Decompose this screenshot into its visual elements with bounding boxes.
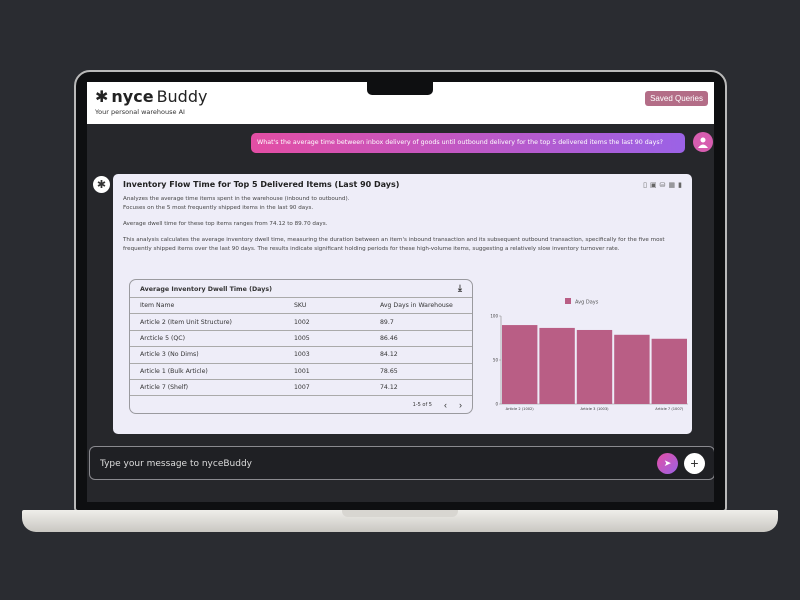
desc-analysis: This analysis calculates the average inv… — [123, 237, 665, 252]
bar — [614, 334, 650, 404]
cell: 1003 — [294, 351, 310, 359]
x-tick-label: Article 3 (1003) — [580, 407, 609, 411]
table-row: Article 3 (No Dims) 1003 84.12 — [130, 347, 472, 364]
cell: Article 1 (Bulk Article) — [140, 367, 208, 375]
table-row: Article 1 (Bulk Article) 1001 78.65 — [130, 364, 472, 380]
desc-range: Average dwell time for these top items r… — [123, 221, 328, 227]
base-groove — [342, 510, 458, 517]
user-avatar-icon — [693, 132, 713, 152]
download-icon[interactable]: ⤓ — [458, 284, 462, 294]
desc-line: Analyzes the average time items spent in… — [123, 196, 350, 202]
table-title: Average Inventory Dwell Time (Days) ⤓ — [130, 280, 472, 298]
table-header-row: Item Name SKU Avg Days in Warehouse — [130, 298, 472, 315]
response-description: Analyzes the average time items spent in… — [123, 195, 682, 254]
message-input[interactable] — [100, 455, 640, 473]
brand-bold: nyce — [111, 87, 154, 106]
bar — [502, 325, 538, 404]
response-toolbar: ▯ ▣ ⛁ ▦ ▮ — [643, 181, 682, 189]
col-header[interactable]: Avg Days in Warehouse — [380, 302, 453, 310]
avg-days-bar-chart: Avg Days 0 50 100 Article 2 (1002) Article 3 … — [490, 298, 688, 411]
cell: 86.46 — [380, 334, 398, 342]
dwell-time-table: Average Inventory Dwell Time (Days) ⤓ Ite… — [129, 279, 473, 414]
camera-notch — [367, 82, 433, 95]
cell: Article 2 (Item Unit Structure) — [140, 318, 232, 326]
bar — [539, 327, 575, 404]
table-title-text: Average Inventory Dwell Time (Days) — [140, 286, 272, 293]
bar — [651, 338, 687, 404]
response-card: Inventory Flow Time for Top 5 Delivered … — [113, 174, 692, 434]
save-icon[interactable]: ▣ — [650, 181, 657, 189]
table-row: Article 7 (Shelf) 1007 74.12 — [130, 380, 472, 397]
laptop-base — [22, 510, 778, 532]
y-tick-label: 0 — [495, 402, 498, 407]
y-tick-label: 50 — [493, 358, 499, 363]
app-screen: ✱ nyce Buddy Your personal warehouse AI Sa… — [87, 82, 714, 502]
pagination-text: 1-5 of 5 — [412, 402, 432, 408]
send-icon: ➤ — [663, 458, 672, 468]
x-tick-label: Article 2 (1002) — [506, 407, 535, 411]
legend-label: Avg Days — [575, 300, 599, 306]
cell: 84.12 — [380, 351, 398, 359]
cell: 74.12 — [380, 384, 398, 392]
x-tick-label: Article 7 (1007) — [655, 407, 684, 411]
cell: 1001 — [294, 367, 310, 375]
chart-icon[interactable]: ▮ — [678, 181, 682, 189]
legend-swatch — [565, 298, 571, 304]
cell: Article 3 (No Dims) — [140, 351, 199, 359]
saved-queries-button[interactable]: Saved Queries — [645, 91, 708, 106]
pagination: 1-5 of 5 ‹ › — [413, 400, 462, 410]
tagline: Your personal warehouse AI — [95, 108, 185, 116]
table-row: Article 2 (Item Unit Structure) 1002 89.7 — [130, 314, 472, 331]
message-composer: ➤ + — [89, 446, 714, 480]
cell: 89.7 — [380, 318, 394, 326]
bot-avatar-icon: ✱ — [93, 176, 110, 193]
col-header[interactable]: Item Name — [140, 302, 175, 310]
database-icon[interactable]: ⛁ — [659, 181, 666, 189]
document-icon[interactable]: ▯ — [643, 181, 648, 189]
cell: 78.65 — [380, 367, 398, 375]
response-title: Inventory Flow Time for Top 5 Delivered … — [123, 180, 400, 189]
logo-icon: ✱ — [95, 87, 109, 106]
bar — [576, 329, 613, 404]
cell: 1002 — [294, 318, 310, 326]
desc-line: Focuses on the 5 most frequently shipped… — [123, 205, 314, 211]
add-button[interactable]: + — [684, 453, 705, 474]
plus-icon: + — [690, 455, 699, 471]
prev-page-button[interactable]: ‹ — [444, 400, 447, 410]
cell: Arcticle 5 (QC) — [140, 334, 186, 342]
logo: ✱ nyce Buddy — [95, 87, 207, 106]
y-tick-label: 100 — [490, 314, 498, 319]
brand-light: Buddy — [156, 87, 208, 106]
table-row: Arcticle 5 (QC) 1005 86.46 — [130, 331, 472, 348]
table-icon[interactable]: ▦ — [668, 181, 676, 189]
cell: 1005 — [294, 334, 310, 342]
cell: 1007 — [294, 384, 310, 392]
cell: Article 7 (Shelf) — [140, 384, 189, 392]
send-button[interactable]: ➤ — [657, 453, 678, 474]
user-message: What's the average time between inbox de… — [251, 133, 685, 153]
col-header[interactable]: SKU — [294, 302, 307, 310]
next-page-button[interactable]: › — [459, 400, 462, 410]
